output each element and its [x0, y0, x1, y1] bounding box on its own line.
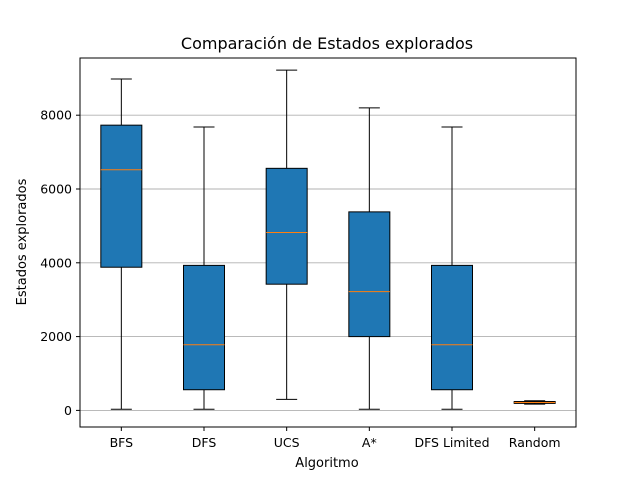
y-tick-label: 8000 — [40, 108, 72, 123]
iqr-box — [431, 264, 473, 391]
axis-ticks: 0 2000 4000 6000 8000 BFS DFS UCS A* DFS Limited R… — [40, 108, 560, 450]
x-tick-label: DFS — [192, 435, 217, 450]
plot-area-frame — [79, 57, 577, 428]
box-group — [513, 400, 556, 405]
y-tick-label: 4000 — [40, 255, 72, 270]
x-tick-label: A* — [362, 435, 377, 450]
box-group — [183, 126, 225, 410]
iqr-box — [348, 211, 391, 338]
x-tick-label: Random — [509, 435, 561, 450]
x-tick-label: UCS — [274, 435, 300, 450]
y-tick-label: 0 — [64, 403, 72, 418]
box-group — [265, 69, 308, 400]
x-tick-label: BFS — [110, 435, 134, 450]
y-tick-label: 6000 — [40, 181, 72, 196]
box-group — [100, 78, 143, 410]
box-group — [431, 126, 473, 410]
boxes-layer — [100, 69, 556, 410]
chart-title: Comparación de Estados explorados — [181, 34, 473, 53]
iqr-box — [265, 167, 308, 285]
x-axis-label: Algoritmo — [295, 456, 358, 471]
iqr-box — [183, 264, 225, 391]
grid-lines — [80, 114, 576, 411]
box-group — [348, 107, 391, 410]
x-tick-label: DFS Limited — [414, 435, 489, 450]
y-tick-label: 2000 — [40, 329, 72, 344]
y-axis-label: Estados explorados — [15, 178, 30, 305]
iqr-box — [100, 124, 143, 268]
